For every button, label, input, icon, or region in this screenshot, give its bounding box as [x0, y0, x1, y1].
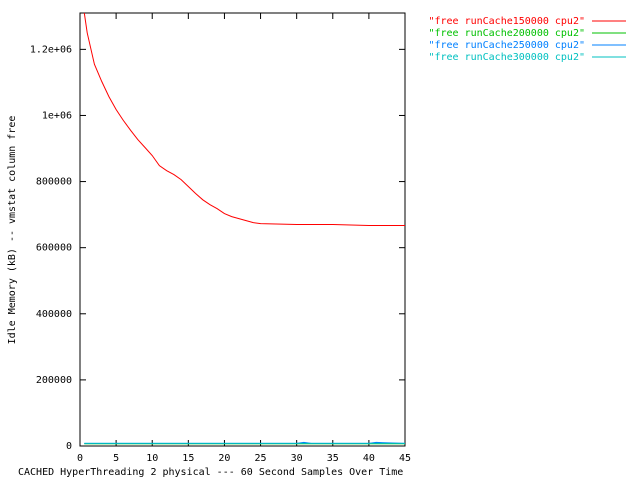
x-tick-label: 40	[363, 453, 375, 464]
y-tick-label: 1.2e+06	[30, 44, 72, 55]
x-axis-label: CACHED HyperThreading 2 physical --- 60 …	[18, 467, 403, 478]
y-tick-label: 600000	[36, 243, 72, 254]
x-tick-label: 10	[146, 453, 158, 464]
legend-label: "free runCache200000 cpu2"	[428, 28, 585, 39]
legend-label: "free runCache300000 cpu2"	[428, 52, 585, 63]
x-tick-label: 35	[327, 453, 339, 464]
legend-label: "free runCache150000 cpu2"	[428, 16, 585, 27]
y-tick-label: 200000	[36, 375, 72, 386]
x-tick-label: 0	[77, 453, 83, 464]
legend-label: "free runCache250000 cpu2"	[428, 40, 585, 51]
y-tick-label: 400000	[36, 309, 72, 320]
series-line	[83, 12, 405, 226]
y-tick-label: 800000	[36, 177, 72, 188]
x-tick-label: 45	[399, 453, 411, 464]
x-tick-label: 15	[182, 453, 194, 464]
y-axis-label: Idle Memory (kB) -- vmstat column free	[7, 116, 18, 345]
y-tick-label: 1e+06	[42, 110, 72, 121]
y-tick-label: 0	[66, 441, 72, 452]
x-tick-label: 5	[113, 453, 119, 464]
x-tick-label: 30	[291, 453, 303, 464]
x-tick-label: 25	[255, 453, 267, 464]
x-tick-label: 20	[218, 453, 230, 464]
plot-frame	[79, 12, 406, 447]
